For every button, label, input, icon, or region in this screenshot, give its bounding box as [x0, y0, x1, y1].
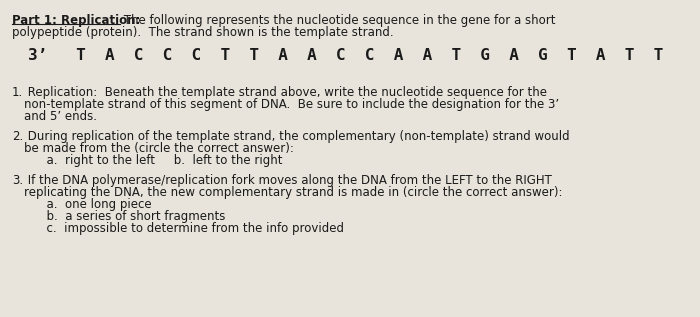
Text: 2.: 2.: [12, 130, 23, 143]
Text: be made from the (circle the correct answer):: be made from the (circle the correct ans…: [24, 142, 294, 155]
Text: non-template strand of this segment of DNA.  Be sure to include the designation : non-template strand of this segment of D…: [24, 98, 559, 111]
Text: Replication:  Beneath the template strand above, write the nucleotide sequence f: Replication: Beneath the template strand…: [24, 86, 547, 99]
Text: a.  one long piece: a. one long piece: [24, 198, 152, 211]
Text: replicating the DNA, the new complementary strand is made in (circle the correct: replicating the DNA, the new complementa…: [24, 186, 563, 199]
Text: 1.: 1.: [12, 86, 23, 99]
Text: 3.: 3.: [12, 174, 23, 187]
Text: Part 1: Replication:: Part 1: Replication:: [12, 14, 141, 27]
Text: c.  impossible to determine from the info provided: c. impossible to determine from the info…: [24, 222, 344, 235]
Text: The following represents the nucleotide sequence in the gene for a short: The following represents the nucleotide …: [120, 14, 556, 27]
Text: 3’   T  A  C  C  C  T  T  A  A  C  C  A  A  T  G  A  G  T  A  T  T    5’: 3’ T A C C C T T A A C C A A T G A G T A…: [28, 48, 700, 63]
Text: b.  a series of short fragments: b. a series of short fragments: [24, 210, 225, 223]
Text: If the DNA polymerase/replication fork moves along the DNA from the LEFT to the : If the DNA polymerase/replication fork m…: [24, 174, 552, 187]
Text: a.  right to the left     b.  left to the right: a. right to the left b. left to the righ…: [24, 154, 283, 167]
Text: polypeptide (protein).  The strand shown is the template strand.: polypeptide (protein). The strand shown …: [12, 26, 393, 39]
Text: and 5’ ends.: and 5’ ends.: [24, 110, 97, 123]
Text: During replication of the template strand, the complementary (non-template) stra: During replication of the template stran…: [24, 130, 570, 143]
